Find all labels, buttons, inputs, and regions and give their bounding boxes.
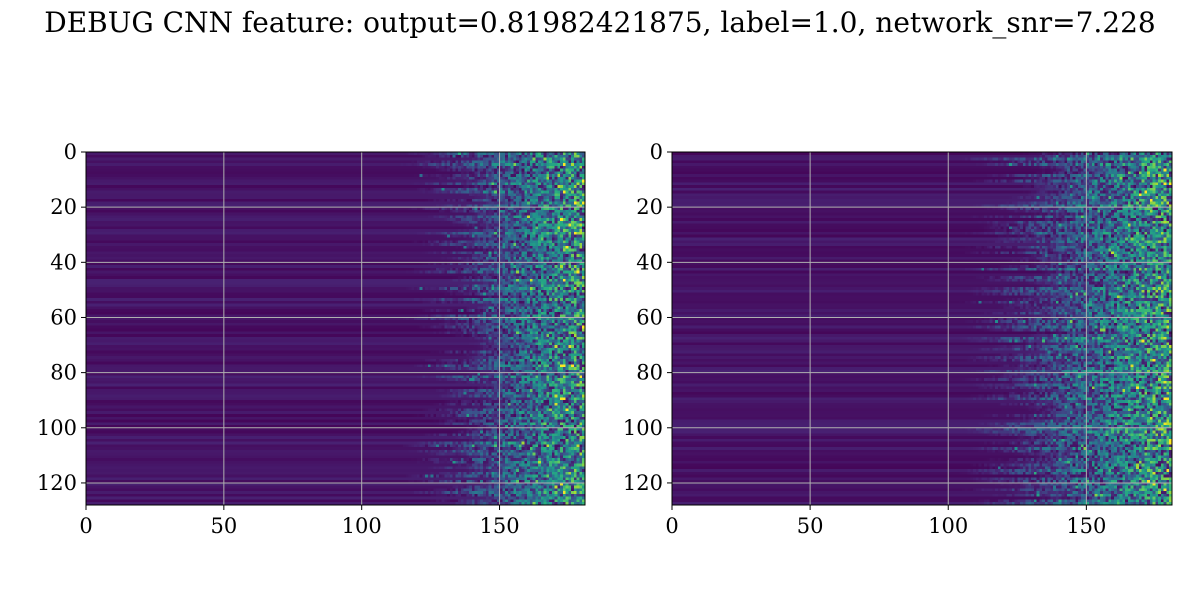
y-tick-label: 120 — [37, 471, 77, 495]
y-tick-label: 60 — [636, 305, 663, 329]
y-tick-label: 40 — [636, 250, 663, 274]
x-tick-label: 0 — [79, 514, 92, 538]
heatmap-panel-1: 0 50 100 150 0 20 40 60 80 100 120 — [37, 140, 586, 538]
y-tick-label: 0 — [64, 140, 77, 164]
heatmap-panel-2: 0 50 100 150 0 20 40 60 80 100 120 — [623, 140, 1173, 538]
y-tick-label: 120 — [623, 471, 663, 495]
y-tick-label: 20 — [50, 195, 77, 219]
heatmap-image — [672, 152, 1172, 505]
x-tick-label: 150 — [1066, 514, 1106, 538]
x-tick-label: 150 — [479, 514, 519, 538]
x-tick-label: 100 — [342, 514, 382, 538]
y-tick-label: 80 — [50, 361, 77, 385]
heatmap-image — [86, 152, 585, 505]
y-tick-label: 100 — [37, 416, 77, 440]
y-tick-label: 60 — [50, 305, 77, 329]
axes-frame — [671, 151, 1173, 506]
x-tick-label: 50 — [797, 514, 824, 538]
axes-frame — [85, 151, 586, 506]
y-tick-label: 80 — [636, 361, 663, 385]
y-tick-label: 40 — [50, 250, 77, 274]
y-tick-label: 100 — [623, 416, 663, 440]
x-tick-label: 50 — [210, 514, 237, 538]
x-tick-label: 0 — [665, 514, 678, 538]
y-tick-label: 20 — [636, 195, 663, 219]
y-tick-label: 0 — [650, 140, 663, 164]
x-tick-label: 100 — [928, 514, 968, 538]
figure-title: DEBUG CNN feature: output=0.81982421875,… — [44, 6, 1156, 39]
